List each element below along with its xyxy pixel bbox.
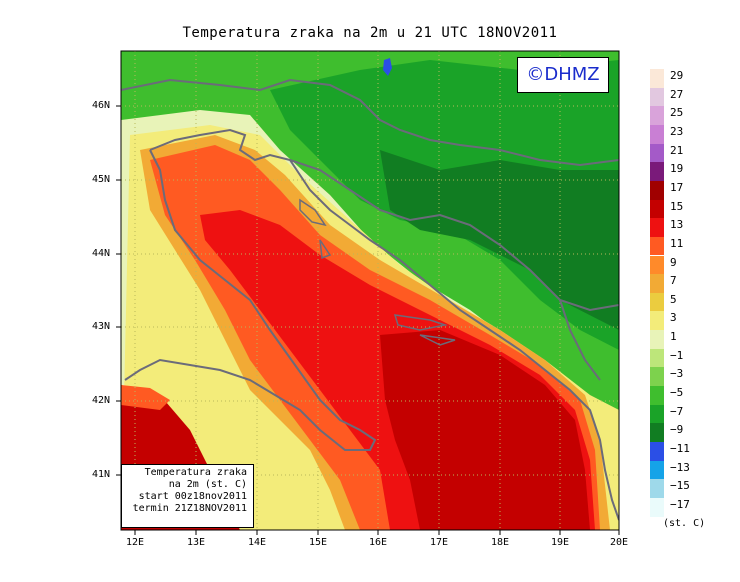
legend-swatch xyxy=(650,367,664,387)
legend-label: 27 xyxy=(670,87,684,101)
legend-swatch xyxy=(650,218,664,237)
legend-label: 19 xyxy=(670,162,684,176)
northern-border xyxy=(121,78,619,167)
lat-label-46n: 46N xyxy=(92,100,111,111)
legend-swatch xyxy=(650,180,664,200)
sea-darkred-zone xyxy=(380,330,590,530)
legend-label: 17 xyxy=(670,180,684,194)
legend-label: −5 xyxy=(670,386,684,400)
map-title: Temperatura zraka na 2m u 21 UTC 18NOV20… xyxy=(182,25,558,41)
lat-label-45n: 45N xyxy=(92,174,111,185)
legend-label: 15 xyxy=(670,199,684,213)
legend-swatch xyxy=(650,311,664,331)
legend-label: −13 xyxy=(670,460,690,474)
legend-swatch xyxy=(650,423,664,442)
lon-label-19e: 19E xyxy=(551,537,570,548)
legend-swatch xyxy=(650,348,664,368)
legend-label: −17 xyxy=(670,497,690,511)
legend-swatch xyxy=(650,199,664,219)
legend-swatch xyxy=(650,87,664,107)
southern-border xyxy=(559,299,601,381)
lon-label-16e: 16E xyxy=(369,537,388,548)
legend-label: −7 xyxy=(670,404,684,418)
legend-label: 29 xyxy=(670,69,684,82)
legend-unit: (st. C) xyxy=(663,518,706,529)
island-pag xyxy=(319,239,332,260)
legend-swatch xyxy=(650,404,664,424)
legend-swatch xyxy=(650,460,664,480)
lon-label-18e: 18E xyxy=(491,537,510,548)
lon-label-14e: 14E xyxy=(248,537,267,548)
legend-label: 7 xyxy=(670,274,677,288)
legend-label: 21 xyxy=(670,143,684,157)
legend-swatch xyxy=(650,292,664,312)
lat-label-44n: 44N xyxy=(92,248,111,259)
map-frame xyxy=(120,50,620,531)
copyright-badge: ©DHMZ xyxy=(517,57,609,93)
lon-label-12e: 12E xyxy=(126,537,145,548)
legend-label: −1 xyxy=(670,348,684,362)
italy-east-coastline xyxy=(124,149,377,451)
lon-label-20e: 20E xyxy=(610,537,629,548)
lat-label-41n: 41N xyxy=(92,469,111,480)
legend-label: 23 xyxy=(670,124,684,138)
forecast-info-box: Temperatura zraka na 2m (st. C) start 00… xyxy=(121,464,254,528)
legend-label: −9 xyxy=(670,423,684,437)
lat-label-42n: 42N xyxy=(92,395,111,406)
legend-label: 5 xyxy=(670,292,677,306)
island-korcula xyxy=(419,334,456,346)
legend-label: 9 xyxy=(670,255,677,269)
info-line-start: start 00z18nov2011 xyxy=(138,491,247,502)
legend-label: 3 xyxy=(670,311,677,325)
info-line-units: na 2m (st. C) xyxy=(168,479,247,490)
adriatic-east-coastline xyxy=(149,128,619,521)
legend-swatch xyxy=(650,124,664,144)
lon-label-17e: 17E xyxy=(430,537,449,548)
legend-label: 25 xyxy=(670,106,684,120)
axis-ticks xyxy=(116,105,620,535)
inland-border xyxy=(289,159,619,312)
info-line-valid: termin 21Z18NOV2011 xyxy=(132,503,247,514)
legend-swatch xyxy=(650,236,664,256)
legend-swatch xyxy=(650,497,664,517)
lat-label-43n: 43N xyxy=(92,321,111,332)
legend-label: 11 xyxy=(670,236,684,250)
legend-swatch xyxy=(650,442,664,461)
legend-label: 13 xyxy=(670,218,684,232)
legend-swatch xyxy=(650,479,664,498)
lon-label-15e: 15E xyxy=(309,537,328,548)
legend-swatch xyxy=(650,106,664,125)
legend-swatch xyxy=(650,386,664,405)
legend-label: −3 xyxy=(670,367,684,381)
legend-label: −11 xyxy=(670,442,690,455)
tyrrhenian-edge xyxy=(121,385,170,410)
island-hvar xyxy=(393,314,448,331)
legend-swatch xyxy=(650,143,664,163)
info-line-parameter: Temperatura zraka xyxy=(144,467,247,478)
lon-label-13e: 13E xyxy=(187,537,206,548)
legend-swatch xyxy=(650,255,664,275)
legend-swatch xyxy=(650,162,664,181)
legend-swatch xyxy=(650,330,664,349)
legend-label: 1 xyxy=(670,330,677,344)
lake-marker xyxy=(383,58,392,76)
graticule xyxy=(121,51,619,530)
island-krk xyxy=(299,198,327,227)
legend-swatch xyxy=(650,69,664,88)
legend-label: −15 xyxy=(670,479,690,493)
legend-swatch xyxy=(650,274,664,293)
